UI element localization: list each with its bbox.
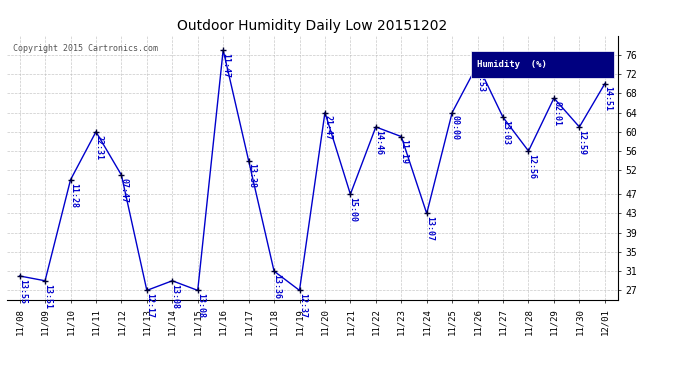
- Text: 18:53: 18:53: [476, 67, 485, 92]
- Text: Copyright 2015 Cartronics.com: Copyright 2015 Cartronics.com: [13, 44, 158, 52]
- Text: 00:00: 00:00: [451, 115, 460, 140]
- Text: 11:47: 11:47: [221, 53, 230, 78]
- Text: 14:51: 14:51: [603, 87, 612, 111]
- Text: 13:08: 13:08: [170, 284, 179, 309]
- Text: 22:31: 22:31: [95, 135, 103, 159]
- Text: 15:00: 15:00: [348, 197, 357, 222]
- Text: 13:55: 13:55: [18, 279, 27, 304]
- Text: 13:36: 13:36: [273, 274, 282, 299]
- Text: 12:17: 12:17: [145, 293, 154, 318]
- Title: Outdoor Humidity Daily Low 20151202: Outdoor Humidity Daily Low 20151202: [177, 19, 447, 33]
- Text: 11:28: 11:28: [69, 183, 78, 208]
- Text: Humidity  (%): Humidity (%): [477, 60, 547, 69]
- Text: 12:56: 12:56: [526, 154, 535, 179]
- FancyBboxPatch shape: [471, 51, 615, 78]
- Text: 13:38: 13:38: [247, 164, 256, 188]
- Text: 11:19: 11:19: [400, 140, 408, 164]
- Text: 07:47: 07:47: [119, 178, 128, 203]
- Text: 13:08: 13:08: [196, 293, 205, 318]
- Text: 13:51: 13:51: [43, 284, 52, 309]
- Text: 14:46: 14:46: [374, 130, 383, 155]
- Text: 13:03: 13:03: [502, 120, 511, 145]
- Text: 21:47: 21:47: [323, 115, 332, 140]
- Text: 02:01: 02:01: [552, 101, 561, 126]
- Text: 12:59: 12:59: [578, 130, 586, 155]
- Text: 13:07: 13:07: [425, 216, 434, 241]
- Text: 12:37: 12:37: [298, 293, 307, 318]
